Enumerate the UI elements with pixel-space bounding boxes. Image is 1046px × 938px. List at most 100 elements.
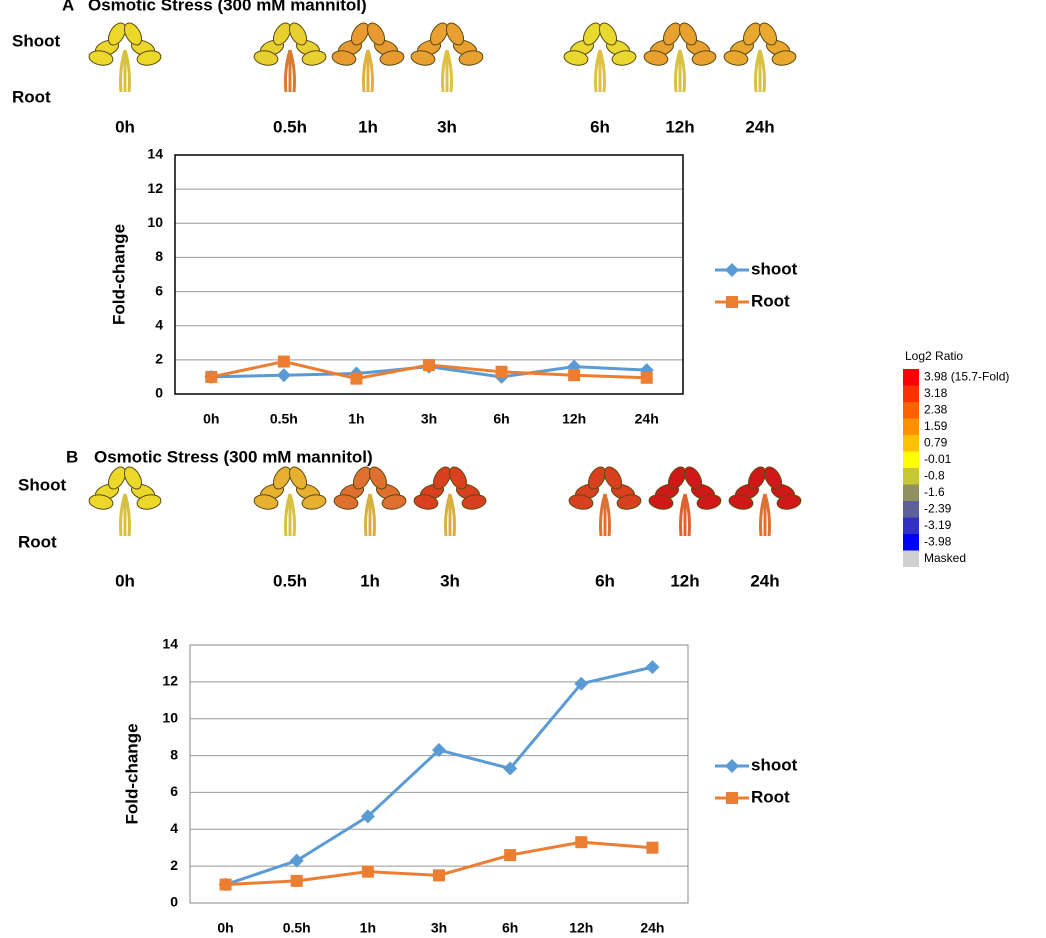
color-legend-label: -3.19 bbox=[924, 518, 952, 532]
time-label: 0.5h bbox=[273, 571, 307, 590]
data-point bbox=[277, 368, 291, 382]
y-tick-label: 14 bbox=[147, 146, 163, 162]
x-tick-label: 0h bbox=[203, 411, 219, 427]
y-tick-label: 8 bbox=[155, 248, 163, 264]
panel-title: Osmotic Stress (300 mM mannitol) bbox=[88, 0, 367, 14]
data-point bbox=[575, 836, 587, 848]
data-point bbox=[433, 869, 445, 881]
time-label: 1h bbox=[360, 571, 380, 590]
color-legend-label: 0.79 bbox=[924, 436, 948, 450]
figure: A Osmotic Stress (300 mM mannitol) Shoot Ro… bbox=[0, 0, 1046, 938]
plant-icon bbox=[331, 20, 405, 92]
color-legend-label: -2.39 bbox=[924, 502, 952, 516]
x-tick-label: 24h bbox=[635, 411, 659, 427]
x-tick-label: 6h bbox=[493, 411, 509, 427]
time-label: 0.5h bbox=[273, 117, 307, 136]
time-label: 12h bbox=[670, 571, 699, 590]
x-tick-label: 1h bbox=[360, 920, 376, 936]
y-tick-label: 10 bbox=[147, 214, 163, 230]
data-point bbox=[646, 842, 658, 854]
page: {"panels": [ {"label": "A", "title": "Os… bbox=[0, 0, 1046, 938]
legend-label: Root bbox=[751, 787, 790, 806]
legend-marker bbox=[725, 263, 739, 277]
data-point bbox=[645, 660, 659, 674]
x-tick-label: 1h bbox=[348, 411, 364, 427]
color-swatch bbox=[903, 534, 919, 551]
color-legend-label: -0.01 bbox=[924, 452, 952, 466]
plant-icon bbox=[728, 464, 802, 536]
plant-icon bbox=[253, 464, 327, 536]
x-tick-label: 12h bbox=[569, 920, 593, 936]
time-label: 3h bbox=[440, 571, 460, 590]
color-swatch bbox=[903, 485, 919, 502]
time-label: 6h bbox=[590, 117, 610, 136]
color-swatch bbox=[903, 501, 919, 518]
data-point bbox=[278, 356, 290, 368]
panel-label: B bbox=[66, 447, 78, 466]
y-tick-label: 0 bbox=[170, 894, 178, 910]
color-swatch bbox=[903, 518, 919, 535]
y-tick-label: 12 bbox=[147, 180, 163, 196]
x-tick-label: 24h bbox=[640, 920, 664, 936]
y-tick-label: 14 bbox=[162, 636, 178, 652]
series-line bbox=[226, 667, 653, 884]
color-legend-label: -0.8 bbox=[924, 469, 945, 483]
shoot-label: Shoot bbox=[12, 31, 60, 50]
plant-icon bbox=[563, 20, 637, 92]
panel-title: Osmotic Stress (300 mM mannitol) bbox=[94, 447, 373, 466]
y-tick-label: 10 bbox=[162, 709, 178, 725]
plant-icon bbox=[88, 464, 162, 536]
color-swatch bbox=[903, 452, 919, 469]
data-point bbox=[504, 849, 516, 861]
y-tick-label: 6 bbox=[155, 282, 163, 298]
data-point bbox=[423, 359, 435, 371]
color-legend-label: 2.38 bbox=[924, 403, 948, 417]
y-tick-label: 6 bbox=[170, 783, 178, 799]
legend-label: shoot bbox=[751, 259, 798, 278]
color-legend-label: Masked bbox=[924, 551, 966, 565]
color-legend-title: Log2 Ratio bbox=[905, 349, 963, 363]
x-tick-label: 0.5h bbox=[270, 411, 298, 427]
plot-frame bbox=[190, 645, 688, 903]
data-point bbox=[290, 854, 304, 868]
x-tick-label: 0.5h bbox=[283, 920, 311, 936]
color-legend-label: -3.98 bbox=[924, 535, 952, 549]
time-label: 6h bbox=[595, 571, 615, 590]
color-swatch bbox=[903, 369, 919, 386]
x-tick-label: 3h bbox=[421, 411, 437, 427]
y-tick-label: 2 bbox=[170, 857, 178, 873]
y-tick-label: 4 bbox=[170, 820, 178, 836]
data-point bbox=[205, 371, 217, 383]
time-label: 0h bbox=[115, 117, 135, 136]
panel-label: A bbox=[62, 0, 74, 14]
plant-icon bbox=[410, 20, 484, 92]
data-point bbox=[220, 879, 232, 891]
y-tick-label: 0 bbox=[155, 385, 163, 401]
color-legend-label: 3.18 bbox=[924, 386, 948, 400]
time-label: 12h bbox=[665, 117, 694, 136]
x-tick-label: 6h bbox=[502, 920, 518, 936]
y-axis-label: Fold-change bbox=[109, 224, 128, 325]
color-legend-label: 3.98 (15.7-Fold) bbox=[924, 370, 1009, 384]
root-label: Root bbox=[12, 87, 51, 106]
y-tick-label: 4 bbox=[155, 316, 163, 332]
plant-icon bbox=[643, 20, 717, 92]
x-tick-label: 12h bbox=[562, 411, 586, 427]
color-swatch bbox=[903, 419, 919, 436]
time-label: 24h bbox=[745, 117, 774, 136]
color-legend-label: 1.59 bbox=[924, 419, 948, 433]
plant-icon bbox=[648, 464, 722, 536]
plot-frame bbox=[175, 155, 683, 394]
y-tick-label: 8 bbox=[170, 746, 178, 762]
y-tick-label: 12 bbox=[162, 673, 178, 689]
data-point bbox=[496, 366, 508, 378]
data-point bbox=[568, 369, 580, 381]
legend-marker bbox=[725, 759, 739, 773]
plant-icon bbox=[413, 464, 487, 536]
plant-icon bbox=[723, 20, 797, 92]
time-label: 3h bbox=[437, 117, 457, 136]
color-swatch bbox=[903, 402, 919, 419]
shoot-label: Shoot bbox=[18, 475, 66, 494]
plant-icon bbox=[253, 20, 327, 92]
legend-marker bbox=[726, 792, 738, 804]
